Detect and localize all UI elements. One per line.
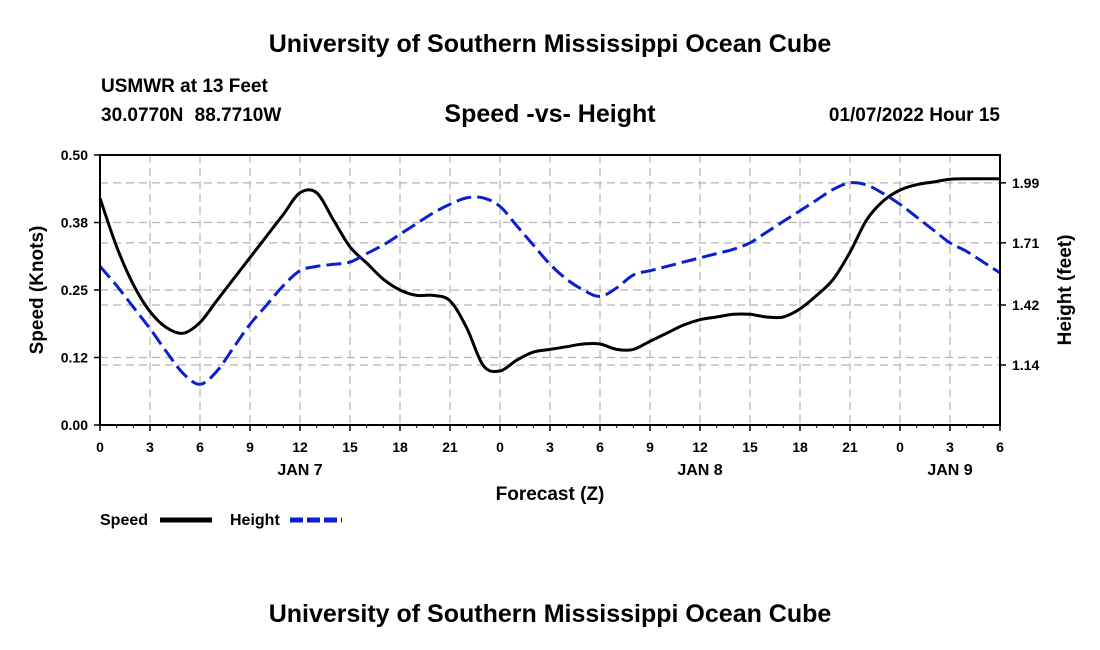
y-right-tick-label: 1.71: [1012, 235, 1039, 251]
x-tick-label: 3: [146, 439, 154, 455]
x-tick-label: 18: [392, 439, 408, 455]
legend-speed-label: Speed: [100, 512, 148, 529]
legend: Speed Height: [100, 512, 342, 529]
axis-ticks: 0 3 6 9 12 15 18 21 0 3 6 9 12 15 18 21 0 3 6 JAN 7 JAN 8 JAN…: [61, 147, 1040, 479]
speed-height-chart: 0 3 6 9 12 15 18 21 0 3 6 9 12 15 18 21 0 3 6 JAN 7 JAN 8 JAN…: [27, 147, 1076, 529]
coordinates-label: 30.0770N 88.7710W: [101, 105, 282, 126]
page-title: University of Southern Mississippi Ocean…: [268, 30, 832, 58]
footer-title: University of Southern Mississippi Ocean…: [268, 600, 832, 628]
chart-subtitle: Speed -vs- Height: [444, 100, 656, 128]
day-label: JAN 7: [277, 462, 322, 479]
x-tick-label: 3: [946, 439, 954, 455]
y-left-tick-label: 0.25: [61, 282, 88, 298]
forecast-datestamp: 01/07/2022 Hour 15: [828, 105, 1000, 126]
y-left-tick-label: 0.12: [61, 350, 88, 366]
x-tick-label: 6: [596, 439, 604, 455]
x-tick-label: 12: [692, 439, 708, 455]
x-tick-label: 12: [292, 439, 308, 455]
x-tick-label: 18: [792, 439, 808, 455]
y-axis-right-label: Height (feet): [1055, 235, 1076, 346]
x-tick-label: 3: [546, 439, 554, 455]
x-tick-label: 21: [842, 439, 858, 455]
x-tick-label: 0: [496, 439, 504, 455]
y-right-tick-label: 1.99: [1012, 175, 1039, 191]
y-left-tick-label: 0.00: [61, 417, 88, 433]
y-right-tick-label: 1.42: [1012, 297, 1039, 313]
x-tick-label: 21: [442, 439, 458, 455]
x-tick-label: 6: [196, 439, 204, 455]
y-axis-left-label: Speed (Knots): [27, 226, 48, 355]
x-tick-label: 6: [996, 439, 1004, 455]
x-tick-label: 9: [246, 439, 254, 455]
y-left-tick-label: 0.50: [61, 147, 88, 163]
x-tick-label: 9: [646, 439, 654, 455]
series-line-height: [98, 181, 1001, 386]
day-label: JAN 9: [927, 462, 972, 479]
y-right-tick-label: 1.14: [1012, 357, 1039, 373]
y-left-tick-label: 0.38: [61, 215, 88, 231]
series-layer: [98, 177, 1001, 386]
x-tick-label: 0: [96, 439, 104, 455]
station-label: USMWR at 13 Feet: [101, 76, 268, 97]
legend-height-label: Height: [230, 512, 280, 529]
x-tick-label: 0: [896, 439, 904, 455]
series-line-speed: [98, 177, 1000, 374]
grid-lines: [100, 155, 1000, 425]
x-axis-label: Forecast (Z): [496, 484, 605, 505]
x-tick-label: 15: [742, 439, 758, 455]
day-label: JAN 8: [677, 462, 722, 479]
x-tick-label: 15: [342, 439, 358, 455]
